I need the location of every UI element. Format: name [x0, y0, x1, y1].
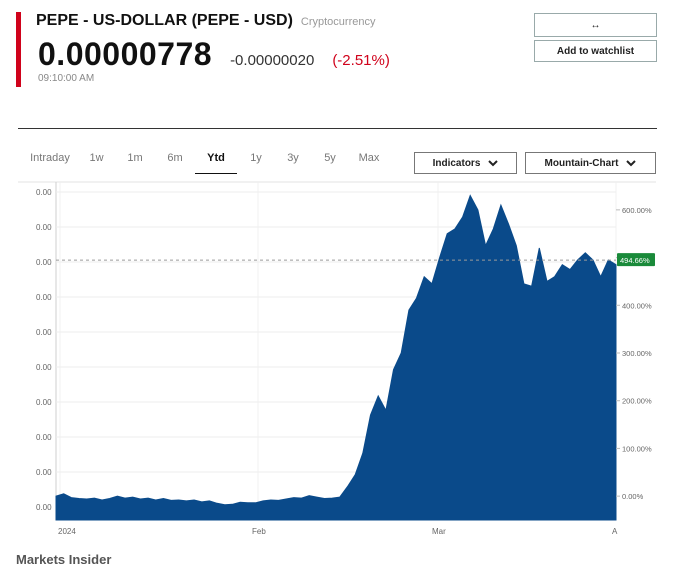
arrows-icon: ↔: [590, 19, 601, 31]
left-tick-label: 0.00: [36, 398, 52, 407]
price-chart[interactable]: 0.00 0.00 0.00 0.00 0.00 0.00 0.00 0.00 0.00 0.00…: [0, 180, 679, 548]
accent-bar: [16, 12, 21, 87]
x-tick-label: A: [612, 527, 618, 536]
indicators-dropdown[interactable]: Indicators: [414, 152, 517, 174]
left-tick-label: 0.00: [36, 433, 52, 442]
right-tick-label: 100.00%: [622, 444, 652, 453]
price-area-series: [55, 194, 617, 521]
chevron-down-icon: [488, 159, 499, 166]
left-tick-label: 0.00: [36, 328, 52, 337]
range-tab-5y[interactable]: 5y: [324, 152, 336, 164]
instrument-header: PEPE - US-DOLLAR (PEPE - USD) Cryptocurr…: [36, 12, 375, 30]
left-tick-label: 0.00: [36, 468, 52, 477]
left-tick-label: 0.00: [36, 223, 52, 232]
range-tab-1y[interactable]: 1y: [250, 152, 262, 164]
section-divider: [18, 128, 657, 129]
left-tick-label: 0.00: [36, 363, 52, 372]
chart-type-dropdown[interactable]: Mountain-Chart: [525, 152, 656, 174]
chart-type-label: Mountain-Chart: [544, 157, 619, 169]
left-tick-label: 0.00: [36, 188, 52, 197]
instrument-title: PEPE - US-DOLLAR (PEPE - USD): [36, 12, 293, 29]
right-tick-label: 0.00%: [622, 492, 644, 501]
price-row: 0.00000778 -0.00000020 (-2.51%): [38, 36, 390, 73]
price-change-percent: (-2.51%): [332, 52, 390, 69]
left-tick-label: 0.00: [36, 293, 52, 302]
indicators-label: Indicators: [432, 157, 481, 169]
right-tick-label: 300.00%: [622, 349, 652, 358]
range-tab-intraday[interactable]: Intraday: [30, 152, 70, 164]
quote-time: 09:10:00 AM: [38, 73, 95, 84]
source-label: Markets Insider: [16, 552, 112, 567]
range-tab-3y[interactable]: 3y: [287, 152, 299, 164]
current-price: 0.00000778: [38, 36, 213, 72]
right-tick-label: 600.00%: [622, 206, 652, 215]
right-tick-label: 400.00%: [622, 301, 652, 310]
range-tab-max[interactable]: Max: [358, 152, 380, 164]
compare-button[interactable]: ↔: [534, 13, 657, 37]
left-tick-label: 0.00: [36, 503, 52, 512]
x-tick-label: Feb: [252, 527, 266, 536]
instrument-type: Cryptocurrency: [300, 16, 376, 28]
range-tab-ytd[interactable]: Ytd: [195, 150, 237, 174]
range-tab-1m[interactable]: 1m: [127, 152, 143, 164]
left-tick-label: 0.00: [36, 258, 52, 267]
add-to-watchlist-button[interactable]: Add to watchlist: [534, 40, 657, 62]
chevron-down-icon: [626, 159, 637, 166]
right-tick-label: 200.00%: [622, 397, 652, 406]
x-tick-label: Mar: [432, 527, 446, 536]
last-value-tag-label: 494.66%: [620, 256, 650, 265]
last-value-tag: [617, 253, 655, 267]
x-tick-label: 2024: [58, 527, 76, 536]
price-change: -0.00000020: [230, 52, 315, 69]
range-tabs: Intraday 1w 1m 6m Ytd 1y 3y 5y Max: [22, 150, 389, 174]
range-tab-6m[interactable]: 6m: [167, 152, 183, 164]
range-tab-1w[interactable]: 1w: [89, 152, 104, 164]
